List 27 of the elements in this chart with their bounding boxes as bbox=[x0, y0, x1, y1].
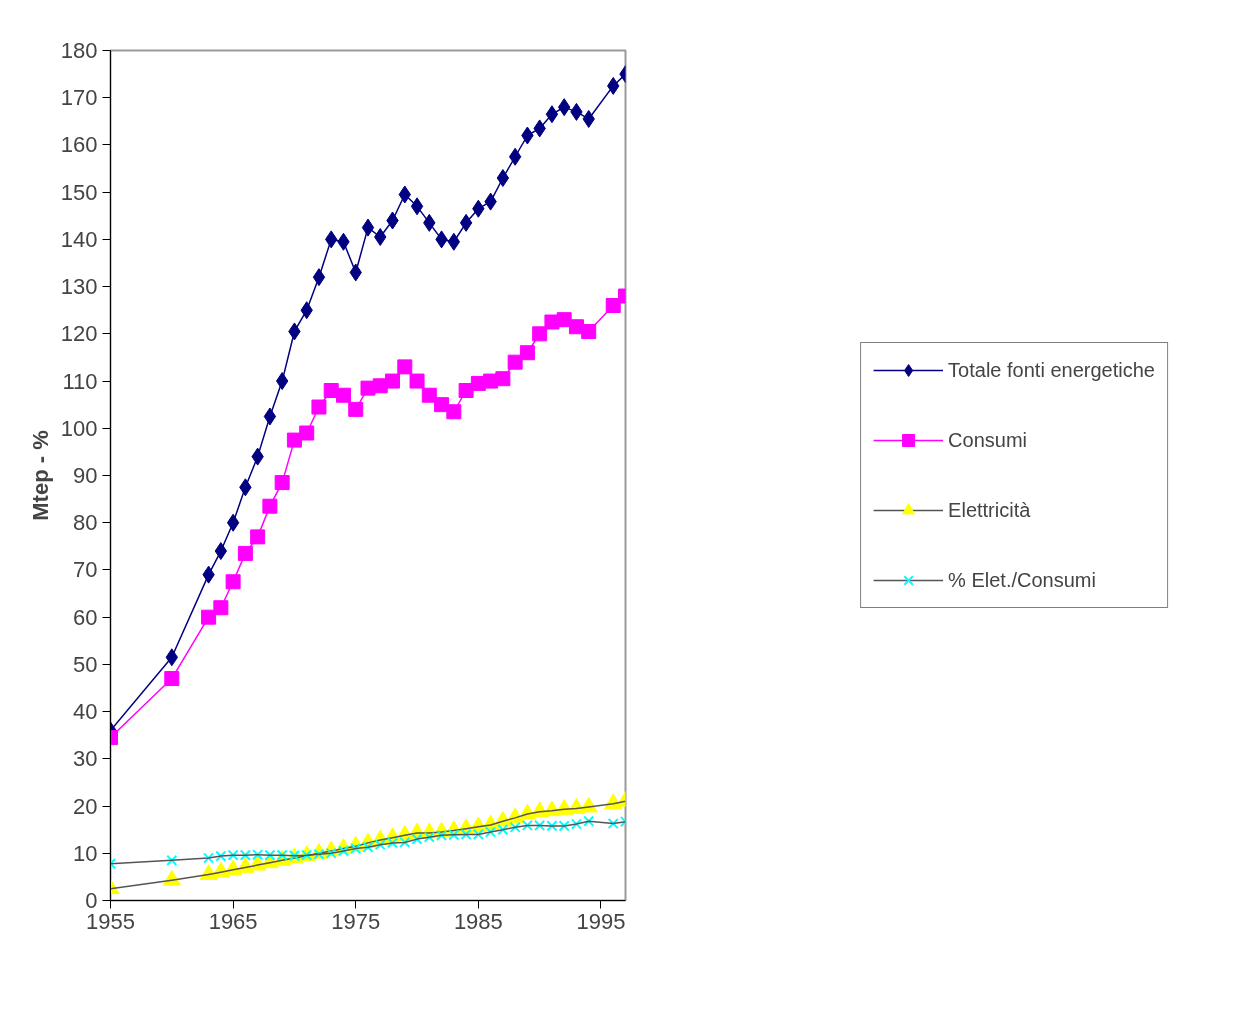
y-axis-title: Mtep - % bbox=[27, 430, 53, 521]
y-tick-label: 110 bbox=[62, 368, 98, 394]
y-tick-label: 60 bbox=[73, 604, 98, 630]
y-tick-label: 180 bbox=[60, 38, 98, 63]
y-tick-label: 160 bbox=[60, 132, 98, 158]
y-tick-label: 80 bbox=[73, 510, 98, 536]
y-tick-label: 20 bbox=[73, 793, 98, 819]
legend-label: % Elet./Consumi bbox=[948, 568, 1096, 592]
y-tick-label: 90 bbox=[73, 463, 98, 488]
x-tick-label: 1985 bbox=[453, 908, 503, 934]
y-tick-label: 10 bbox=[73, 840, 98, 866]
y-tick-label: 50 bbox=[73, 651, 98, 677]
legend-label: Totale fonti energetiche bbox=[948, 358, 1155, 382]
legend-label: Elettricità bbox=[948, 498, 1031, 522]
y-tick-label: 100 bbox=[60, 415, 98, 441]
y-tick-label: 120 bbox=[60, 321, 98, 347]
x-tick-label: 1965 bbox=[208, 908, 258, 934]
x-tick-label: 1995 bbox=[576, 908, 626, 934]
y-tick-label: 140 bbox=[60, 226, 98, 252]
y-tick-label: 40 bbox=[73, 699, 98, 725]
y-tick-label: 70 bbox=[73, 557, 98, 583]
x-tick-label: 1975 bbox=[331, 908, 381, 934]
y-tick-label: 170 bbox=[60, 85, 98, 111]
y-tick-label: 30 bbox=[73, 746, 98, 772]
legend-label: Consumi bbox=[948, 428, 1028, 452]
y-tick-label: 130 bbox=[60, 274, 98, 300]
y-tick-label: 150 bbox=[60, 179, 98, 205]
